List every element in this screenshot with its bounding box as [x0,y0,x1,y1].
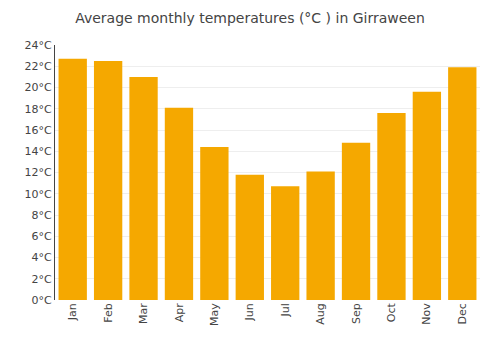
svg-text:Jan: Jan [66,303,79,321]
svg-text:Aug: Aug [314,303,327,324]
svg-text:16°C: 16°C [25,124,52,137]
svg-text:12°C: 12°C [25,166,52,179]
svg-text:24°C: 24°C [25,39,52,52]
svg-text:6°C: 6°C [32,230,52,243]
svg-text:0°C: 0°C [32,294,52,307]
svg-text:8°C: 8°C [32,209,52,222]
svg-text:2°C: 2°C [32,273,52,286]
svg-text:Mar: Mar [137,303,150,324]
svg-text:20°C: 20°C [25,81,52,94]
svg-text:Feb: Feb [102,303,115,322]
svg-text:Jul: Jul [279,303,292,317]
svg-text:Average monthly temperatures (: Average monthly temperatures (°C ) in Gi… [75,10,425,26]
svg-text:10°C: 10°C [25,188,52,201]
svg-text:14°C: 14°C [25,145,52,158]
svg-text:Jun: Jun [243,303,256,321]
svg-text:Oct: Oct [385,303,398,323]
svg-text:18°C: 18°C [25,103,52,116]
svg-text:4°C: 4°C [32,251,52,264]
svg-text:22°C: 22°C [25,60,52,73]
svg-text:Nov: Nov [420,303,433,325]
svg-text:May: May [208,303,221,326]
svg-text:Dec: Dec [456,303,469,324]
svg-text:Apr: Apr [173,303,186,323]
svg-text:Sep: Sep [350,303,363,324]
